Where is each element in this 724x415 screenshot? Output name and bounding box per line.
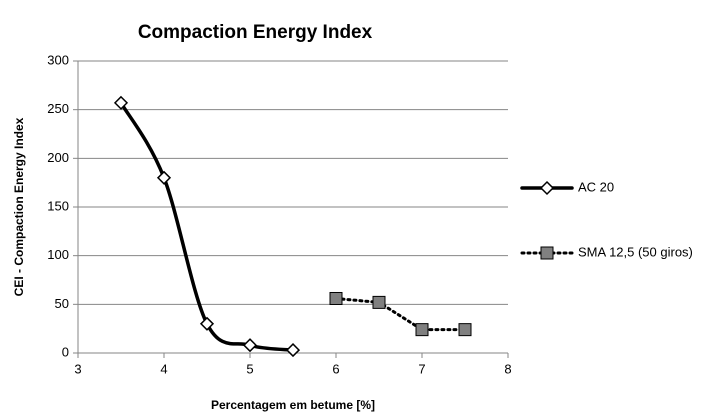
y-tick-label: 50 — [55, 296, 69, 311]
x-tick-label: 3 — [74, 361, 81, 376]
marker — [458, 323, 472, 337]
y-tick-label: 200 — [47, 150, 69, 165]
marker — [113, 95, 129, 110]
marker — [199, 316, 215, 331]
legend-marker — [540, 246, 554, 260]
x-tick-label: 5 — [246, 361, 253, 376]
y-tick-label: 300 — [47, 52, 69, 67]
legend-label: SMA 12,5 (50 giros) — [578, 244, 693, 259]
x-tick-label: 6 — [332, 361, 339, 376]
y-tick-label: 250 — [47, 101, 69, 116]
marker — [242, 338, 258, 353]
marker — [372, 295, 386, 309]
marker — [329, 291, 343, 305]
y-tick-label: 0 — [62, 344, 69, 359]
legend-label: AC 20 — [578, 179, 614, 194]
chart-title: Compaction Energy Index — [138, 22, 373, 43]
y-tick-label: 150 — [47, 198, 69, 213]
marker — [285, 343, 301, 358]
legend-marker — [539, 180, 555, 196]
y-axis-title: CEI - Compaction Energy Index — [12, 117, 26, 296]
x-tick-label: 7 — [418, 361, 425, 376]
marker — [156, 170, 172, 185]
x-axis-title: Percentagem em betume [%] — [211, 398, 375, 412]
series-line — [119, 101, 295, 352]
x-tick-label: 8 — [504, 361, 511, 376]
x-tick-label: 4 — [160, 361, 167, 376]
y-tick-label: 100 — [47, 247, 69, 262]
marker — [415, 323, 429, 337]
series-line — [334, 296, 467, 332]
